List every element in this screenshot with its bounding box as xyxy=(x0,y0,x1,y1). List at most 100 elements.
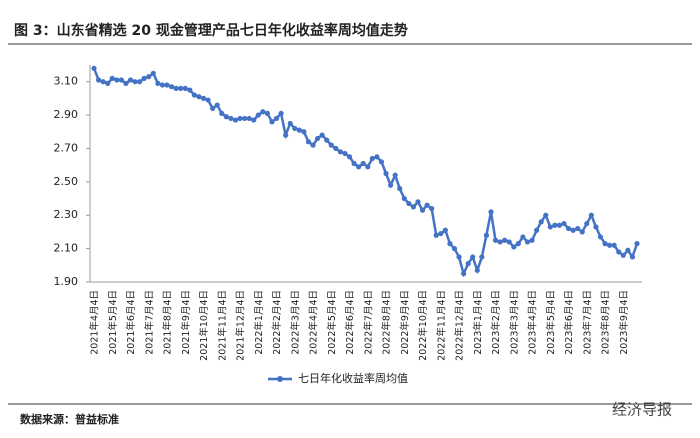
point xyxy=(118,77,124,83)
point xyxy=(547,224,553,230)
point xyxy=(378,159,385,165)
point xyxy=(456,254,462,260)
x-tick-label: 2021年4月4日 xyxy=(89,290,101,355)
point xyxy=(278,110,284,117)
point xyxy=(511,244,517,250)
point xyxy=(479,254,485,260)
point xyxy=(91,65,97,71)
point xyxy=(556,222,563,228)
point xyxy=(597,234,604,240)
point xyxy=(470,254,476,260)
point xyxy=(611,242,617,248)
point xyxy=(607,242,613,248)
point xyxy=(210,105,216,111)
point xyxy=(419,207,426,213)
point xyxy=(305,139,312,145)
x-tick-label: 2022年6月4日 xyxy=(344,290,356,355)
point xyxy=(397,185,403,192)
point xyxy=(241,115,248,122)
x-tick-label: 2023年4月4日 xyxy=(527,290,539,355)
point xyxy=(182,85,188,91)
x-tick-label: 2021年12月4日 xyxy=(235,290,247,361)
point xyxy=(401,195,407,202)
point xyxy=(575,225,581,232)
point xyxy=(346,154,353,160)
x-tick-label: 2023年6月4日 xyxy=(563,290,575,355)
x-tick-label: 2021年5月4日 xyxy=(107,290,119,355)
point xyxy=(360,160,366,167)
point xyxy=(465,261,471,267)
point xyxy=(415,199,421,205)
point xyxy=(625,247,631,253)
point xyxy=(95,77,102,83)
point xyxy=(561,220,567,227)
point xyxy=(132,79,138,85)
point xyxy=(602,241,608,247)
point xyxy=(246,115,252,122)
point xyxy=(155,80,161,86)
point xyxy=(168,84,175,90)
point xyxy=(146,74,152,80)
point xyxy=(538,219,544,225)
point xyxy=(570,227,576,233)
point xyxy=(410,204,417,210)
point xyxy=(365,164,371,170)
point xyxy=(178,85,184,91)
point xyxy=(260,109,266,115)
point xyxy=(164,82,170,88)
x-tick-label: 2021年6月4日 xyxy=(125,290,137,355)
point xyxy=(264,110,270,117)
legend-label: 七日年化收益率周均值 xyxy=(298,371,408,385)
y-tick-label: 1.90 xyxy=(54,275,79,288)
point xyxy=(109,75,115,81)
source: 数据来源：普益标准 xyxy=(20,412,119,426)
x-tick-label: 2023年8月4日 xyxy=(600,290,612,355)
point xyxy=(433,232,439,238)
x-tick-label: 2022年7月4日 xyxy=(362,290,374,355)
point xyxy=(114,77,120,83)
x-tick-label: 2022年11月4日 xyxy=(435,290,447,361)
point xyxy=(461,271,467,277)
point xyxy=(356,164,362,170)
point xyxy=(205,97,211,103)
point xyxy=(137,79,143,85)
point xyxy=(447,241,453,247)
point xyxy=(105,80,111,86)
point xyxy=(438,230,444,237)
x-tick-label: 2022年10月4日 xyxy=(417,290,429,361)
point xyxy=(214,102,220,108)
x-tick-label: 2022年4月4日 xyxy=(308,290,320,355)
point xyxy=(529,237,535,243)
point xyxy=(191,92,197,98)
x-tick-label: 2021年7月4日 xyxy=(143,290,155,355)
point xyxy=(228,115,234,122)
point xyxy=(269,119,275,125)
x-tick-label: 2023年2月4日 xyxy=(490,290,502,355)
x-tick-label: 2023年9月4日 xyxy=(618,290,630,355)
point xyxy=(319,132,325,138)
x-tick-label: 2023年1月4日 xyxy=(472,290,484,355)
x-tick-label: 2022年5月4日 xyxy=(326,290,338,355)
x-tick-label: 2022年8月4日 xyxy=(381,290,393,355)
point xyxy=(273,115,280,122)
point xyxy=(492,237,499,243)
point xyxy=(255,112,261,118)
y-tick-label: 2.30 xyxy=(54,208,79,221)
point xyxy=(488,209,494,215)
point xyxy=(442,227,448,233)
y-tick-label: 2.50 xyxy=(54,175,79,188)
chart-title: 图 3：山东省精选 20 现金管理产品七日年化收益率周均值走势 xyxy=(14,22,408,39)
point xyxy=(634,241,640,247)
point xyxy=(141,75,147,81)
point xyxy=(337,149,344,155)
x-tick-label: 2021年9月4日 xyxy=(180,290,192,355)
x-tick-label: 2021年11月4日 xyxy=(216,290,228,361)
point xyxy=(369,155,375,162)
x-tick-label: 2022年1月4日 xyxy=(253,290,265,355)
point xyxy=(100,79,106,85)
point xyxy=(127,77,134,83)
point xyxy=(565,225,572,232)
point xyxy=(383,170,389,177)
x-tick-label: 2023年3月4日 xyxy=(508,290,520,355)
